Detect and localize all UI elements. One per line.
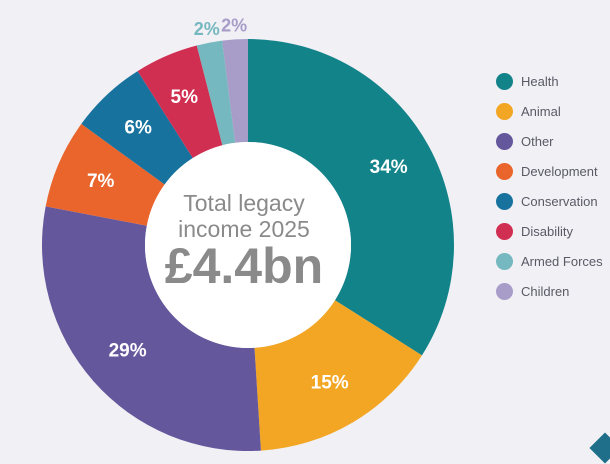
donut-slice-animal bbox=[254, 300, 422, 451]
center-title-line-1: Total legacy bbox=[183, 190, 305, 216]
legend-label: Conservation bbox=[521, 193, 598, 209]
legend-swatch bbox=[496, 102, 513, 120]
slice-label-other: 29% bbox=[109, 341, 147, 362]
donut-slice-armed-forces bbox=[196, 40, 236, 146]
donut-slice-development bbox=[45, 123, 165, 226]
slice-label-health: 34% bbox=[370, 157, 408, 178]
slice-label-conservation: 6% bbox=[124, 118, 152, 139]
donut-hole bbox=[145, 142, 351, 348]
legend-swatch bbox=[496, 282, 513, 300]
legend-swatch bbox=[496, 132, 513, 150]
donut-chart: 34% 15% 29% 7% 6% 5% 2% 2% Total legacy income … bbox=[41, 15, 454, 451]
legend-item-animal: Animal bbox=[496, 96, 610, 126]
slice-label-children: 2% bbox=[221, 15, 247, 35]
legend-item-health: Health bbox=[496, 66, 610, 96]
legend-item-other: Other bbox=[496, 126, 610, 156]
legend-item-conservation: Conservation bbox=[496, 186, 610, 216]
donut-slice-health bbox=[248, 39, 454, 356]
legend-label: Animal bbox=[521, 103, 561, 119]
legend-label: Health bbox=[521, 73, 559, 89]
legend-label: Disability bbox=[521, 223, 574, 239]
center-total-value: £4.4bn bbox=[165, 238, 323, 294]
donut-slice-conservation bbox=[81, 71, 193, 185]
donut-slice-disability bbox=[137, 45, 223, 159]
legend-item-children: Children bbox=[496, 276, 610, 306]
legend-swatch bbox=[496, 72, 513, 90]
slice-label-animal: 15% bbox=[311, 373, 349, 394]
slice-label-disability: 5% bbox=[171, 87, 199, 108]
legend-swatch bbox=[496, 162, 513, 180]
legend-swatch bbox=[496, 222, 513, 240]
legend-swatch bbox=[496, 252, 513, 270]
legend-label: Armed Forces bbox=[521, 253, 603, 269]
legend-item-armed-forces: Armed Forces bbox=[496, 246, 610, 276]
legend-swatch bbox=[496, 192, 513, 210]
legend-label: Children bbox=[521, 283, 570, 299]
legend-label: Development bbox=[521, 163, 598, 179]
slice-label-development: 7% bbox=[87, 171, 115, 192]
slice-label-armed-forces: 2% bbox=[194, 19, 220, 39]
center-title-line-2: income 2025 bbox=[178, 216, 310, 242]
donut-slice-children bbox=[222, 39, 248, 143]
donut-slices bbox=[41, 39, 454, 451]
donut-slice-labels: 34% 15% 29% 7% 6% 5% 2% 2% bbox=[87, 15, 408, 393]
chart-legend: Health Animal Other Development Conserva… bbox=[496, 66, 610, 306]
legend-label: Other bbox=[521, 133, 554, 149]
legend-item-development: Development bbox=[496, 156, 610, 186]
donut-slice-other bbox=[41, 206, 261, 451]
legend-item-disability: Disability bbox=[496, 216, 610, 246]
